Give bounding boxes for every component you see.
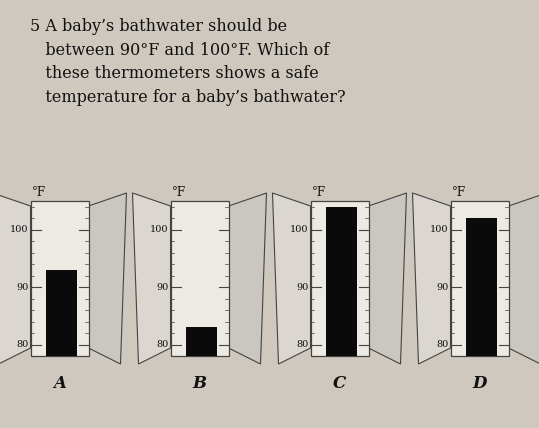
Text: B: B xyxy=(192,375,206,392)
Polygon shape xyxy=(0,193,31,364)
Polygon shape xyxy=(273,193,310,364)
Bar xyxy=(46,270,77,356)
Polygon shape xyxy=(508,193,539,364)
Text: 80: 80 xyxy=(16,340,29,349)
Text: 100: 100 xyxy=(150,225,169,234)
Polygon shape xyxy=(229,193,266,364)
Text: 100: 100 xyxy=(430,225,448,234)
Text: 80: 80 xyxy=(296,340,308,349)
Bar xyxy=(310,201,369,356)
Text: 80: 80 xyxy=(156,340,169,349)
Bar xyxy=(31,201,88,356)
Text: 90: 90 xyxy=(296,282,308,291)
Text: 80: 80 xyxy=(436,340,448,349)
Polygon shape xyxy=(133,193,170,364)
Bar xyxy=(327,207,357,356)
Text: C: C xyxy=(333,375,346,392)
Polygon shape xyxy=(88,193,127,364)
Text: 90: 90 xyxy=(16,282,29,291)
Text: A: A xyxy=(53,375,66,392)
Bar xyxy=(170,201,229,356)
Text: °F: °F xyxy=(312,186,326,199)
Text: 90: 90 xyxy=(436,282,448,291)
Polygon shape xyxy=(412,193,451,364)
Text: °F: °F xyxy=(31,186,46,199)
Text: D: D xyxy=(472,375,487,392)
Bar xyxy=(466,218,496,356)
Text: 5 A baby’s bathwater should be
   between 90°F and 100°F. Which of
   these ther: 5 A baby’s bathwater should be between 9… xyxy=(30,18,345,105)
Text: 100: 100 xyxy=(10,225,29,234)
Text: 90: 90 xyxy=(156,282,169,291)
Text: °F: °F xyxy=(452,186,466,199)
Text: °F: °F xyxy=(171,186,185,199)
Bar xyxy=(451,201,508,356)
Polygon shape xyxy=(369,193,406,364)
Text: 100: 100 xyxy=(290,225,308,234)
Bar xyxy=(186,327,217,356)
